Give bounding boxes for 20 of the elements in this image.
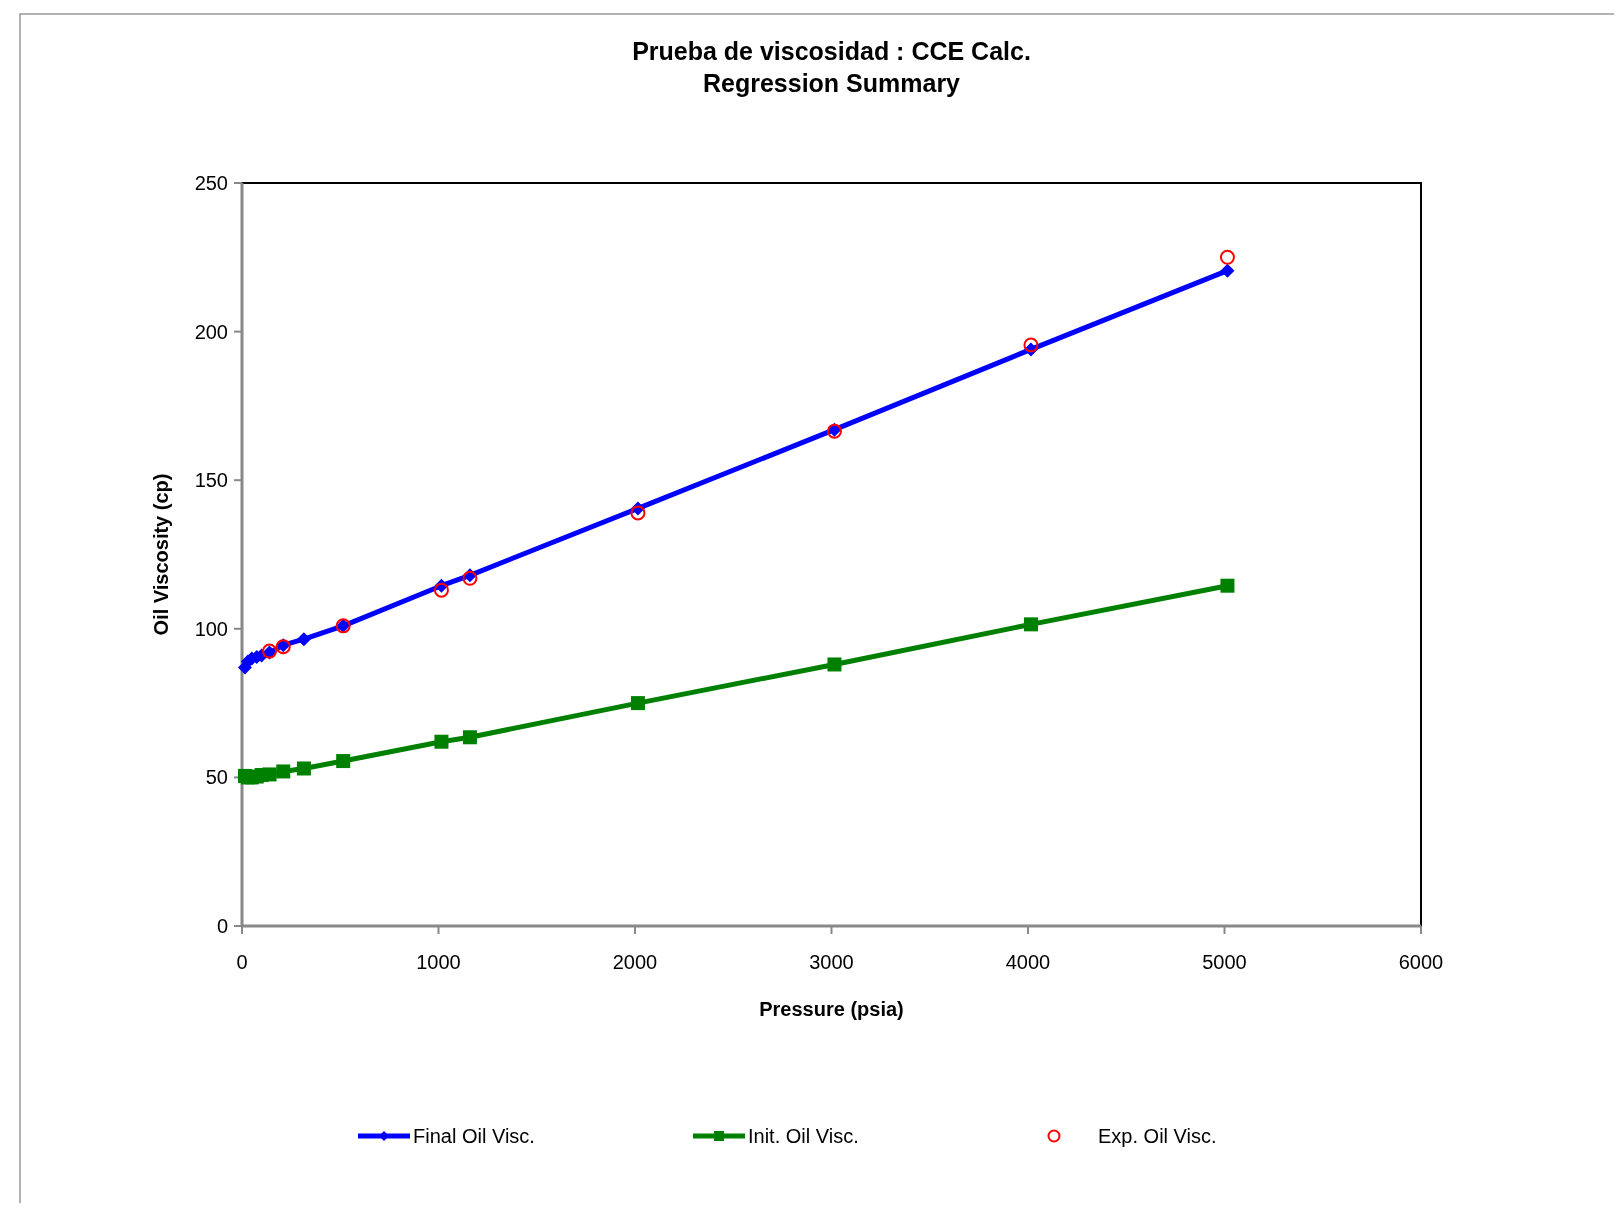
x-tick-label: 0 [236,951,248,973]
y-tick-label: 200 [194,320,228,343]
y-axis-title: Oil Viscosity (cp) [150,473,172,636]
legend-label: Final Oil Visc. [413,1125,535,1147]
chart-subtitle: Regression Summary [702,69,961,97]
x-tick-label: 5000 [1202,951,1247,973]
x-tick-label: 2000 [612,951,658,973]
chart-title: Prueba de viscosidad : CCE Calc. [632,37,1031,65]
x-tick-label: 3000 [809,951,854,973]
legend-label: Init. Oil Visc. [748,1125,859,1147]
x-tick-label: 4000 [1005,951,1051,973]
y-tick-label: 250 [194,172,228,194]
y-tick-label: 50 [205,766,228,789]
legend-label: Exp. Oil Visc. [1098,1125,1217,1147]
x-tick-label: 6000 [1398,951,1444,973]
x-axis-title: Pressure (psia) [759,998,904,1020]
y-tick-label: 0 [216,915,228,937]
x-tick-label: 1000 [416,951,461,973]
y-tick-label: 150 [194,469,228,492]
y-tick-label: 100 [194,617,228,640]
